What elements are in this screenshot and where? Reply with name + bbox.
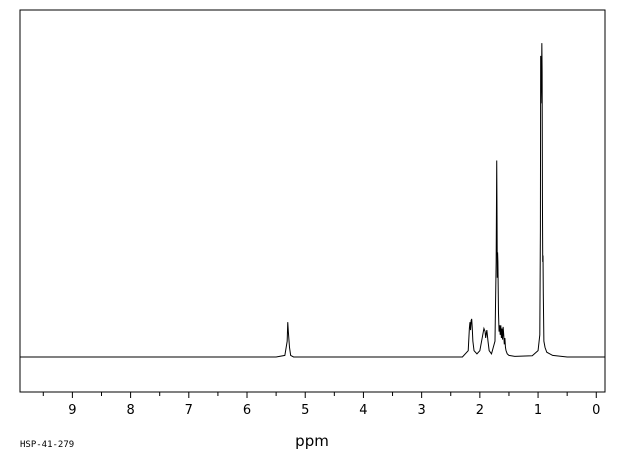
sample-id-label: HSP-41-279 [20, 440, 74, 450]
x-axis-tick-labels: 9 8 7 6 5 4 3 2 1 0 [68, 403, 600, 418]
x-tick-label: 1 [534, 403, 542, 418]
x-tick-label: 2 [476, 403, 484, 418]
x-tick-label: 9 [68, 403, 76, 418]
plot-frame [19, 9, 606, 393]
x-tick-label: 3 [418, 403, 426, 418]
x-tick-label: 7 [185, 403, 193, 418]
x-axis-label: ppm [295, 432, 329, 450]
x-tick-label: 5 [301, 403, 309, 418]
x-tick-label: 0 [592, 403, 600, 418]
x-tick-label: 6 [243, 403, 251, 418]
x-tick-label: 4 [359, 403, 367, 418]
spectrum-trace [20, 43, 605, 358]
x-tick-label: 8 [126, 403, 134, 418]
x-axis-ticks [42, 392, 597, 398]
